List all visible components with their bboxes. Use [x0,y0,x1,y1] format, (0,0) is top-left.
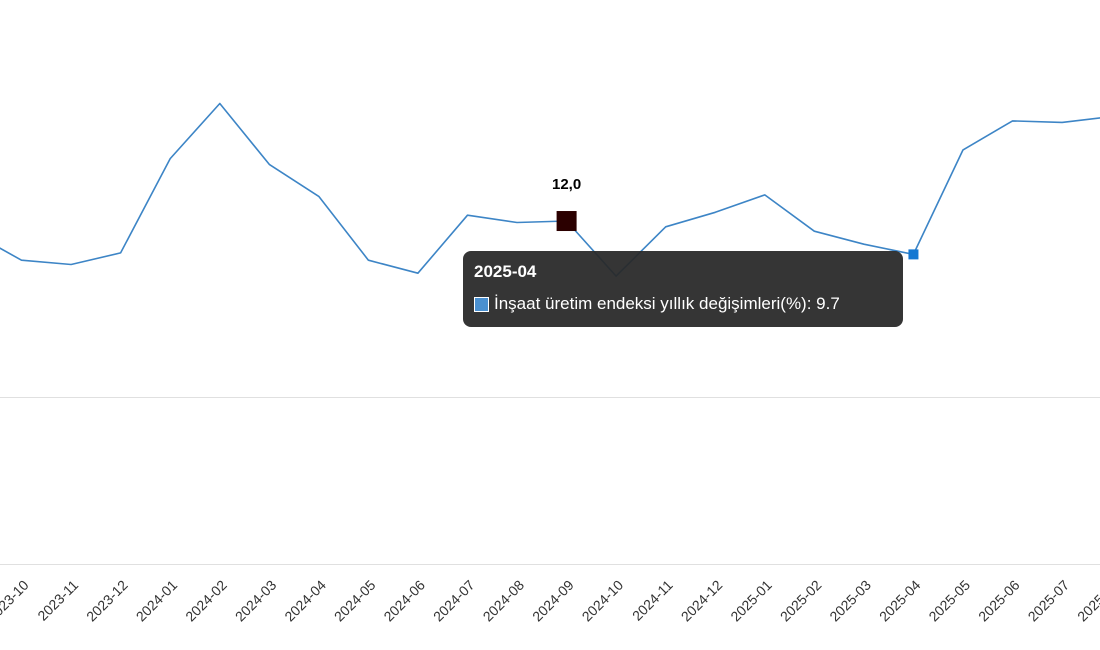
x-tick-label: 2024-03 [232,577,280,625]
tooltip-series-row: İnşaat üretim endeksi yıllık değişimleri… [474,294,892,314]
x-tick-label: 2024-10 [579,577,627,625]
x-tick-label: 2024-02 [182,577,230,625]
tooltip-series-label: İnşaat üretim endeksi yıllık değişimleri… [494,294,807,313]
series-line [0,102,1100,277]
x-tick-label: 2024-06 [380,577,428,625]
x-axis-tick-labels: 2023-10 2023-11 2023-12 2024-01 2024-02 2024-… [0,577,1100,625]
x-tick-label: 2025-06 [975,577,1023,625]
marker-layer [556,211,919,260]
tooltip-separator: : [806,294,817,313]
x-tick-label: 2024-11 [629,577,676,624]
series-line-layer [0,102,1100,277]
x-tick-label: 2024-08 [480,577,528,625]
x-tick-label: 2025-03 [826,577,874,625]
chart-tooltip: 2025-04 İnşaat üretim endeksi yıllık değ… [463,251,903,327]
grid-lines [0,397,1100,565]
x-tick-label: 2024-04 [281,577,329,625]
x-tick-label: 2025-04 [876,577,924,625]
tooltip-series-swatch [474,296,489,312]
x-tick-label: 2024-01 [133,577,181,625]
data-label-layer: 12,02 [552,176,581,193]
x-tick-label: 2024-05 [331,577,379,625]
x-tick-label: 2023-11 [34,577,81,624]
data-point-marker-2025-04[interactable] [908,249,919,260]
x-tick-label: 2024-12 [678,577,726,625]
x-tick-label: 2025-08 [1074,577,1100,625]
x-tick-label: 2025-05 [925,577,973,625]
x-tick-label: 2023-12 [83,577,131,625]
data-point-marker-2024-09[interactable] [556,211,577,232]
x-tick-label: 2024-07 [430,577,478,625]
x-tick-label: 2025-02 [777,577,825,625]
x-tick-label: 2023-10 [0,577,32,625]
data-label-2024-09: 12,0 [552,176,581,193]
x-tick-label: 2025-01 [727,577,775,625]
x-tick-label: 2025-07 [1025,577,1073,625]
x-tick-label: 2024-09 [529,577,577,625]
tooltip-title: 2025-04 [474,262,537,281]
tooltip-value: 9.7 [816,294,840,313]
